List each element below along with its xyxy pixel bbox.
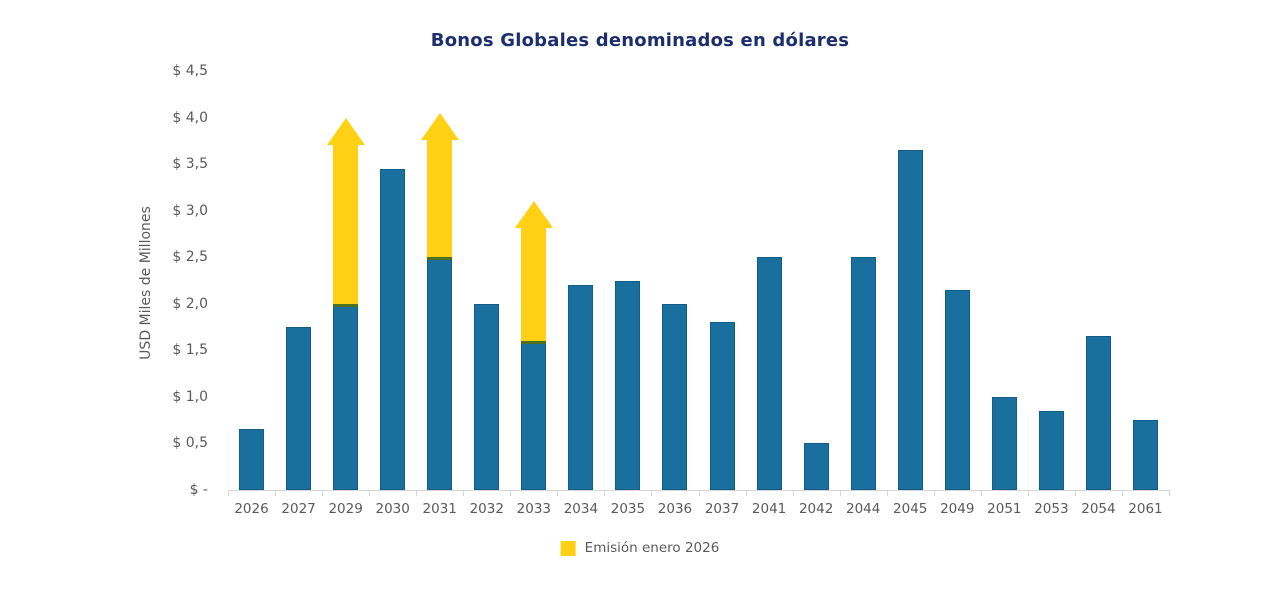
x-label-2036: 2036 — [657, 501, 693, 517]
emission-arrow-head-2029-icon — [326, 117, 365, 145]
x-axis-tick-mark — [275, 490, 277, 496]
x-axis-tick-mark — [416, 490, 418, 496]
x-label-2044: 2044 — [845, 501, 881, 517]
bar-2037 — [709, 322, 735, 490]
x-label-2051: 2051 — [987, 501, 1022, 517]
x-label-2033: 2033 — [516, 501, 551, 517]
bar-2032 — [474, 303, 500, 490]
x-label-2042: 2042 — [798, 501, 834, 517]
x-label-2035: 2035 — [610, 501, 646, 517]
x-axis-tick-mark — [1121, 490, 1123, 496]
x-axis-tick-mark — [698, 490, 700, 496]
x-axis-tick-mark — [228, 490, 229, 496]
emission-arrow-shaft-2029 — [333, 144, 359, 307]
y-tick-label-3-5: $ 3,5 — [172, 156, 208, 173]
bar-2044 — [850, 257, 876, 490]
x-axis-tick-mark — [604, 490, 606, 496]
x-label-2037: 2037 — [704, 501, 740, 517]
y-tick-label-0: $ - — [189, 482, 208, 498]
emission-arrow-seam — [521, 341, 547, 344]
emission-arrow-shaft-2033 — [521, 228, 547, 344]
y-tick-label-1-5: $ 1,5 — [172, 342, 208, 359]
x-label-2031: 2031 — [422, 501, 457, 517]
bar-2041 — [756, 257, 782, 490]
emission-arrow-shaft-2031 — [427, 139, 453, 261]
x-axis-tick-mark — [322, 490, 324, 496]
y-tick-label-4: $ 4,0 — [172, 109, 208, 126]
y-axis-title: USD Miles de Millones — [138, 206, 154, 360]
x-axis-tick-mark — [463, 490, 465, 496]
emission-arrow-seam — [333, 303, 359, 307]
x-axis-tick-mark — [792, 490, 794, 496]
x-axis-tick-mark — [651, 490, 653, 496]
x-axis-tick-mark — [745, 490, 747, 496]
x-label-2061: 2061 — [1128, 501, 1163, 517]
bar-2045 — [897, 150, 923, 490]
x-label-2049: 2049 — [940, 501, 975, 517]
y-tick-label-4-5: $ 4,5 — [172, 63, 208, 79]
bar-2053 — [1038, 410, 1064, 490]
x-axis-tick-mark — [839, 490, 841, 496]
x-axis-tick-mark — [980, 490, 982, 496]
x-label-2041: 2041 — [751, 501, 787, 517]
legend-swatch-emission-icon — [560, 540, 576, 556]
x-axis-tick-mark — [557, 490, 559, 496]
bar-2027 — [286, 327, 312, 490]
bar-2035 — [615, 280, 641, 490]
x-axis-tick-mark — [510, 490, 512, 496]
bar-2054 — [1085, 336, 1111, 490]
legend: Emisión enero 2026 — [560, 540, 720, 556]
x-label-2029: 2029 — [328, 501, 363, 517]
bar-2042 — [803, 443, 829, 490]
bar-2036 — [662, 303, 688, 490]
y-tick-label-2: $ 2,0 — [172, 295, 208, 312]
legend-label: Emisión enero 2026 — [584, 540, 720, 556]
bar-2034 — [568, 285, 594, 490]
emission-arrow-seam — [427, 257, 453, 261]
bar-2031 — [427, 257, 453, 490]
bar-2030 — [380, 168, 406, 490]
x-axis-tick-mark — [933, 490, 935, 496]
bar-2033 — [521, 341, 547, 490]
y-tick-label-3: $ 3,0 — [172, 202, 208, 219]
y-tick-label-2-5: $ 2,5 — [172, 249, 208, 266]
bar-2051 — [991, 396, 1017, 490]
bar-2026 — [239, 429, 265, 490]
x-axis-tick-mark — [1074, 490, 1076, 496]
x-label-2030: 2030 — [375, 501, 410, 517]
bar-2029 — [333, 303, 359, 490]
x-label-2034: 2034 — [563, 501, 599, 517]
x-label-2027: 2027 — [281, 501, 316, 517]
emission-arrow-head-2031-icon — [420, 112, 459, 140]
bar-2049 — [944, 289, 970, 490]
bar-2061 — [1132, 420, 1158, 490]
x-axis-tick-mark — [886, 490, 888, 496]
x-axis-tick-mark — [369, 490, 371, 496]
x-label-2026: 2026 — [234, 501, 269, 517]
x-axis-tick-mark — [1027, 490, 1029, 496]
x-axis-tick-mark — [1169, 490, 1170, 496]
x-label-2054: 2054 — [1081, 501, 1116, 517]
x-label-2045: 2045 — [893, 501, 928, 517]
y-tick-label-0-5: $ 0,5 — [172, 435, 208, 452]
x-label-2053: 2053 — [1034, 501, 1069, 517]
emission-arrow-head-2033-icon — [514, 201, 553, 229]
chart-title: Bonos Globales denominados en dólares — [430, 30, 850, 51]
y-tick-label-1: $ 1,0 — [172, 388, 208, 405]
x-label-2032: 2032 — [469, 501, 504, 517]
